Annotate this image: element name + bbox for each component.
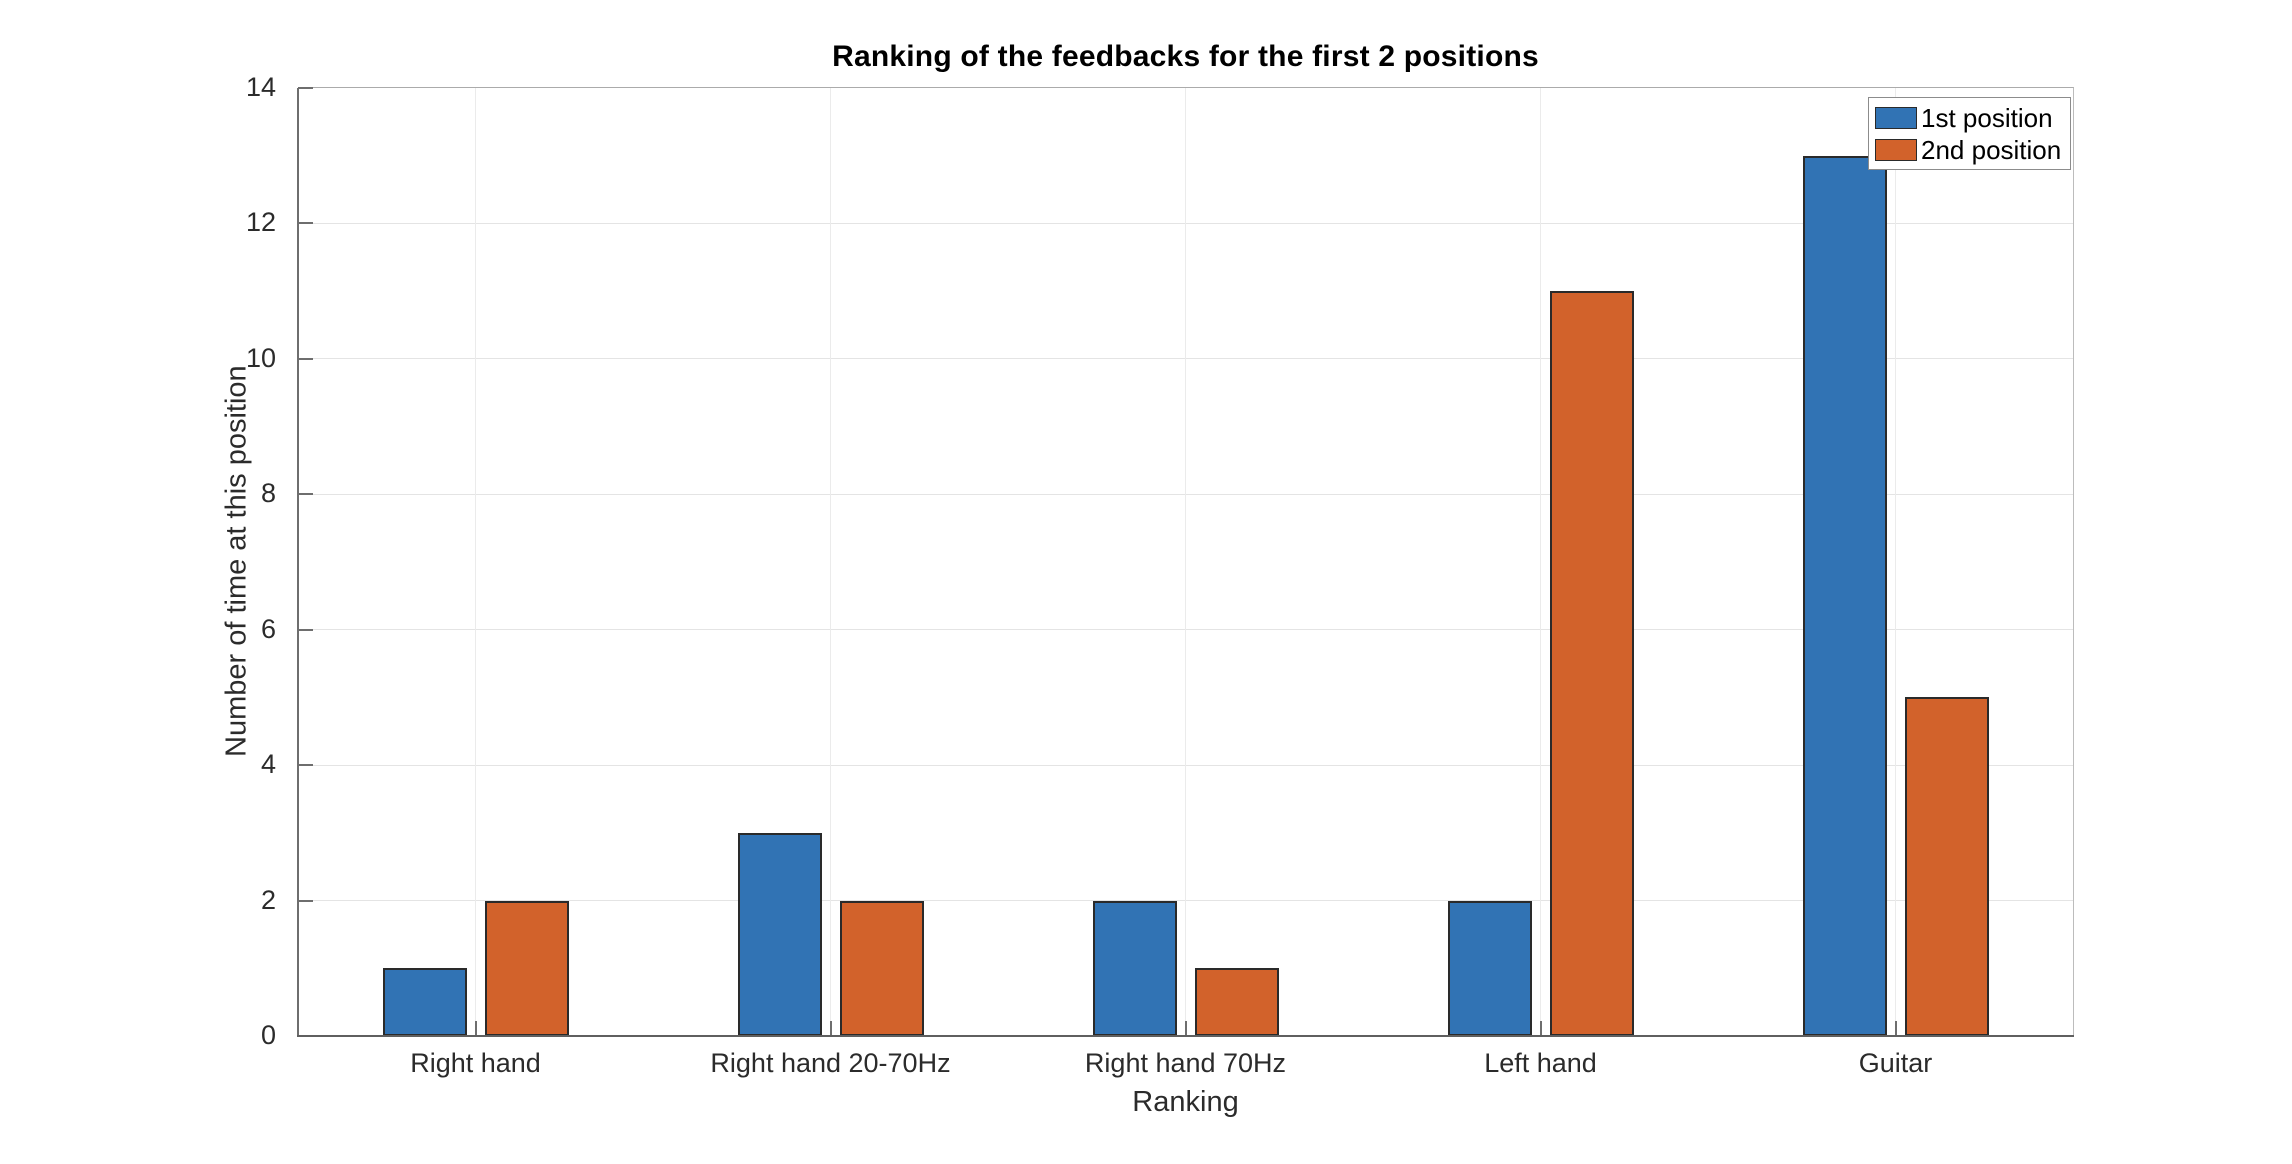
y-tick-label: 14 xyxy=(245,72,276,102)
x-tick-mark xyxy=(1539,1021,1542,1036)
x-tick-label: Right hand 20-70Hz xyxy=(710,1048,951,1078)
y-axis-tick-labels: 0 2 4 6 8 10 12 14 xyxy=(0,72,286,1050)
x-gridline xyxy=(1540,88,1541,1036)
y-tick-label: 10 xyxy=(245,342,276,373)
y-tick-label: 0 xyxy=(260,1020,276,1050)
y-tick-label: 12 xyxy=(245,207,276,238)
x-tick-label: Right hand xyxy=(410,1048,541,1078)
x-gridline xyxy=(475,88,476,1036)
bar xyxy=(737,832,822,1036)
x-tick-mark xyxy=(1184,1021,1187,1036)
x-gridline xyxy=(830,88,831,1036)
y-axis-line xyxy=(297,88,299,1036)
y-tick-mark xyxy=(298,764,313,767)
legend-swatch-1st-position xyxy=(1875,106,1917,129)
plot-area xyxy=(297,87,2074,1037)
y-tick-mark xyxy=(298,87,313,89)
bar xyxy=(1092,900,1177,1036)
bar xyxy=(1802,155,1887,1036)
x-tick-label: Right hand 70Hz xyxy=(1084,1048,1287,1078)
x-gridline xyxy=(1895,88,1896,1036)
y-tick-label: 8 xyxy=(260,478,276,509)
bar xyxy=(382,968,467,1036)
y-tick-mark xyxy=(298,493,313,496)
legend: 1st position 2nd position xyxy=(1868,97,2072,170)
x-gridline xyxy=(1185,88,1186,1036)
x-axis-tick-labels: Right hand Right hand 20-70Hz Right hand 7… xyxy=(298,1047,2073,1087)
bar xyxy=(1549,291,1634,1036)
y-tick-label: 6 xyxy=(260,613,276,644)
y-tick-label: 2 xyxy=(260,884,276,915)
x-tick-label: Guitar xyxy=(1858,1048,1933,1078)
legend-swatch-2nd-position xyxy=(1875,138,1917,161)
x-tick-mark xyxy=(829,1021,832,1036)
chart-title: Ranking of the feedbacks for the first 2… xyxy=(832,40,1539,73)
bar xyxy=(1904,697,1989,1036)
bar xyxy=(484,900,569,1036)
x-tick-mark xyxy=(1894,1021,1897,1036)
legend-entry-1st-position: 1st position xyxy=(1875,103,2061,132)
y-tick-mark xyxy=(298,357,313,360)
x-tick-label: Left hand xyxy=(1484,1048,1597,1078)
x-axis-line xyxy=(297,1035,2074,1037)
legend-entry-2nd-position: 2nd position xyxy=(1875,135,2061,164)
bar xyxy=(1194,968,1279,1036)
bar xyxy=(839,900,924,1036)
bar xyxy=(1447,900,1532,1036)
y-tick-mark xyxy=(298,628,313,631)
y-tick-mark xyxy=(298,899,313,902)
y-tick-label: 4 xyxy=(260,749,276,780)
x-tick-mark xyxy=(474,1021,477,1036)
legend-label-2nd-position: 2nd position xyxy=(1921,134,2062,165)
x-axis-label: Ranking xyxy=(1132,1086,1239,1118)
y-tick-mark xyxy=(298,222,313,225)
legend-label-1st-position: 1st position xyxy=(1921,102,2053,133)
